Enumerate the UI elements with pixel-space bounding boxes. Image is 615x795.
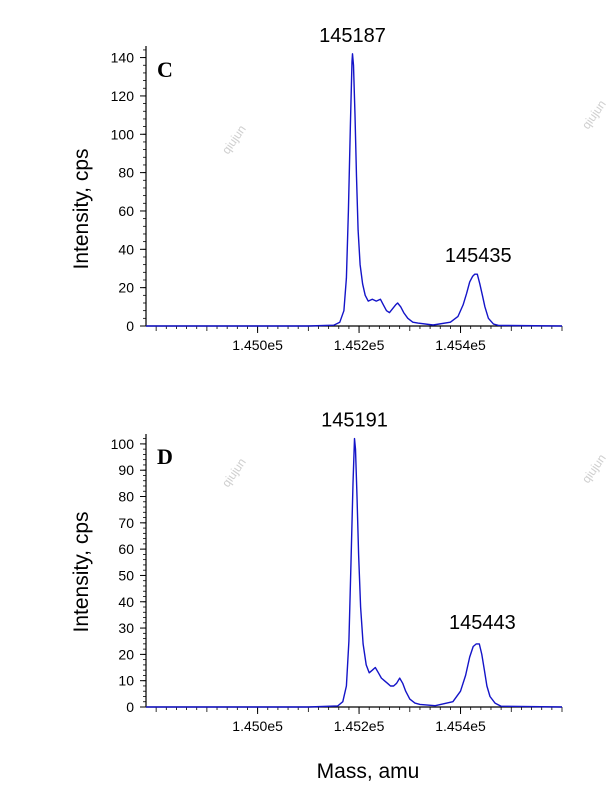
watermark-text: qiujun xyxy=(219,122,249,156)
y-tick-label: 60 xyxy=(118,203,134,219)
x-tick-label: 1.452e5 xyxy=(334,337,385,353)
watermark-text: qiujun xyxy=(579,451,609,485)
y-tick-label: 70 xyxy=(118,515,134,531)
y-tick-label: 100 xyxy=(111,126,135,142)
watermark-text: qiujun xyxy=(219,455,249,489)
y-tick-label: 0 xyxy=(126,318,134,334)
y-tick-label: 20 xyxy=(118,280,134,296)
peak-label: 145187 xyxy=(319,25,386,47)
y-tick-label: 20 xyxy=(118,646,134,662)
peak-label: 145191 xyxy=(321,410,388,432)
y-tick-label: 90 xyxy=(118,462,134,478)
panel-label: D xyxy=(157,444,173,469)
y-tick-label: 0 xyxy=(126,699,134,715)
y-tick-label: 30 xyxy=(118,620,134,636)
spectrum-line xyxy=(146,53,563,327)
y-tick-label: 40 xyxy=(118,241,134,257)
y-tick-label: 60 xyxy=(118,541,134,557)
x-tick-label: 1.450e5 xyxy=(232,337,283,353)
peak-label: 145435 xyxy=(445,245,512,267)
panel-label: C xyxy=(157,57,173,82)
x-axis-title: Mass, amu xyxy=(317,760,420,783)
panel-c: 0 20 40 60 80 100 120 140 1.450e5 1.452e5 1.454e5 I… xyxy=(70,25,563,353)
y-tick-label: 40 xyxy=(118,594,134,610)
y-tick-label: 80 xyxy=(118,165,134,181)
watermark-text: qiujun xyxy=(579,97,609,131)
x-tick-label: 1.450e5 xyxy=(232,718,283,734)
panel-d: 0 10 20 30 40 50 60 70 80 90 100 1.450e5 1.452e5 1.45… xyxy=(70,410,563,734)
x-tick-label: 1.454e5 xyxy=(435,718,486,734)
y-tick-label: 80 xyxy=(118,489,134,505)
y-tick-label: 120 xyxy=(111,88,135,104)
y-axis-title: Intensity, cps xyxy=(70,512,93,633)
y-axis-title: Intensity, cps xyxy=(70,149,93,270)
peak-label: 145443 xyxy=(449,612,516,634)
spectrum-line xyxy=(146,437,563,708)
y-tick-label: 140 xyxy=(111,50,135,66)
y-tick-label: 100 xyxy=(111,436,135,452)
x-tick-label: 1.454e5 xyxy=(435,337,486,353)
x-tick-label: 1.452e5 xyxy=(334,718,385,734)
y-tick-label: 50 xyxy=(118,567,134,583)
watermark-layer: qiujun qiujun qiujun qiujun xyxy=(219,97,609,489)
y-tick-label: 10 xyxy=(118,673,134,689)
